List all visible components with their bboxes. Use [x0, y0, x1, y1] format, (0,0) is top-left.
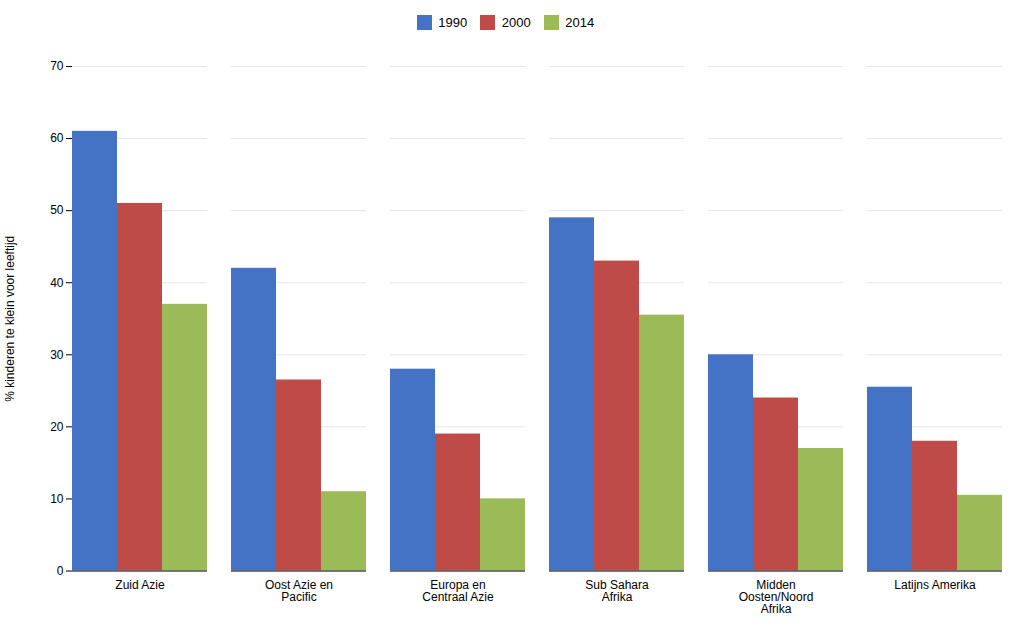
svg-text:30: 30	[50, 347, 64, 361]
svg-text:Sub SaharaAfrika: Sub SaharaAfrika	[585, 577, 649, 603]
svg-text:0: 0	[57, 563, 64, 577]
svg-text:70: 70	[50, 59, 64, 73]
svg-text:Latijns Amerika: Latijns Amerika	[894, 577, 976, 591]
svg-text:50: 50	[50, 203, 64, 217]
svg-text:MiddenOosten/NoordAfrika: MiddenOosten/NoordAfrika	[739, 577, 814, 615]
svg-text:20: 20	[50, 419, 64, 433]
svg-text:% kinderen te klein voor leeft: % kinderen te klein voor leeftijd	[3, 235, 17, 401]
svg-text:Zuid Azie: Zuid Azie	[115, 577, 165, 591]
svg-text:40: 40	[50, 275, 64, 289]
html-text:2014: 2014	[565, 15, 595, 30]
svg-text:10: 10	[50, 491, 64, 505]
svg-text:60: 60	[50, 131, 64, 145]
html-text:1990: 1990	[438, 15, 468, 30]
svg-text:Oost Azie enPacific: Oost Azie enPacific	[265, 577, 333, 603]
html-text:2000: 2000	[501, 15, 531, 30]
svg-text:Europa enCentraal Azie: Europa enCentraal Azie	[422, 577, 494, 603]
